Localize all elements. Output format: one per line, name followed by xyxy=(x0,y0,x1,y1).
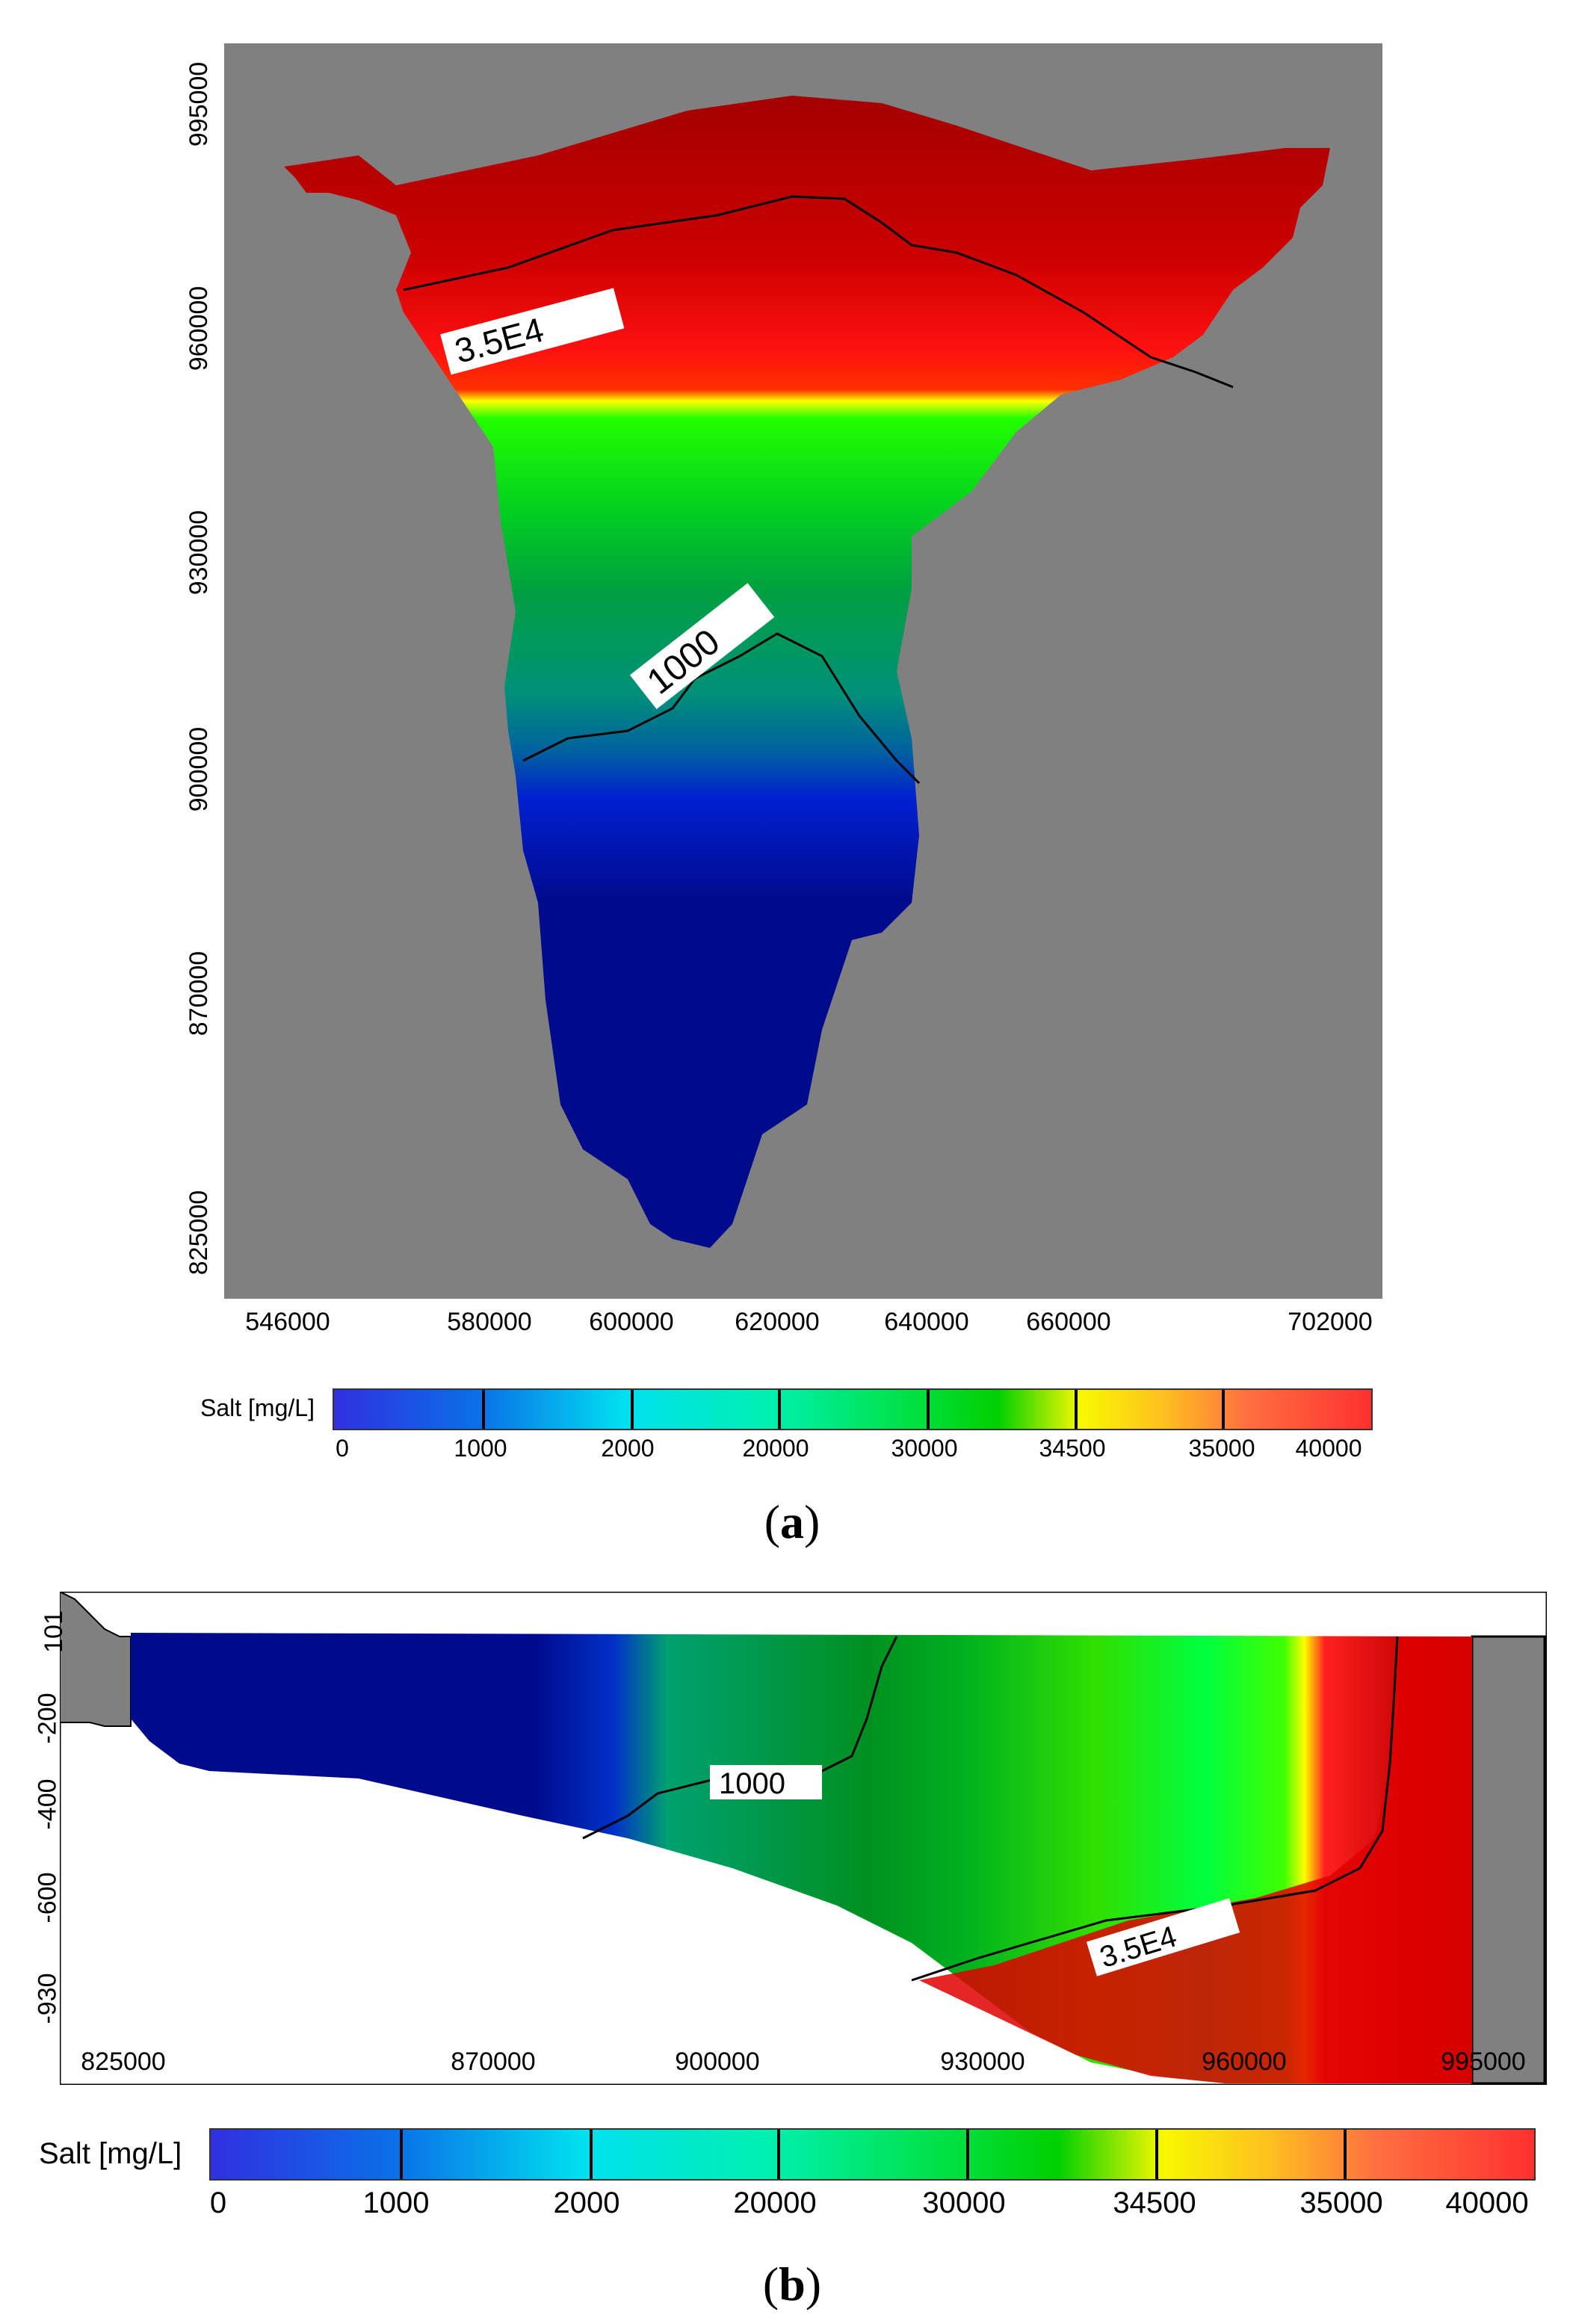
panel-a-x-tick: 600000 xyxy=(589,1308,674,1336)
panel-a-y-tick: 930000 xyxy=(185,510,214,596)
panel-b-legend-tick: 34500 xyxy=(1113,2187,1196,2219)
panel-b-right-inactive xyxy=(1471,1635,1546,2085)
panel-b-legend-tick: 35000 xyxy=(1299,2187,1383,2219)
panel-b-x-tick: 960000 xyxy=(1202,2048,1287,2076)
panel-a-y-tick: 960000 xyxy=(185,285,214,371)
panel-a-label: (a) xyxy=(764,1495,820,1548)
panel-b-legend-tick: 1000 xyxy=(362,2187,430,2219)
panel-a-legend-tick: 0 xyxy=(336,1435,349,1462)
panel-b-x-tick: 930000 xyxy=(940,2048,1025,2076)
panel-b-x-tick: 900000 xyxy=(675,2048,760,2076)
panel-a-contour-35000 xyxy=(403,195,1234,389)
panel-a-legend-tick: 34500 xyxy=(1039,1435,1106,1462)
panel-b-y-tick: -930 xyxy=(33,1973,62,2024)
panel-b: 1000 3.5E4 101 -200 -400 -600 -930 82500… xyxy=(0,1569,1570,2324)
panel-a-y-tick: 995000 xyxy=(185,61,214,147)
panel-b-legend-bar xyxy=(209,2128,1536,2181)
panel-a: 3.5E4 1000 546000 580000 600000 620000 6… xyxy=(185,43,1382,1548)
panel-b-y-tick: -200 xyxy=(33,1693,62,1744)
panel-a-legend-bar xyxy=(333,1388,1373,1430)
panel-a-map: 3.5E4 1000 xyxy=(224,43,1382,1299)
panel-b-legend-tick: 40000 xyxy=(1445,2187,1529,2219)
panel-b-legend-tick: 2000 xyxy=(553,2187,620,2219)
panel-b-x-tick: 870000 xyxy=(451,2048,536,2076)
panel-a-legend-tick: 30000 xyxy=(891,1435,958,1462)
panel-a-x-tick: 702000 xyxy=(1288,1308,1373,1336)
panel-b-saline-wedge xyxy=(919,1637,1472,2083)
panel-b-contour-label-1000-box: 1000 xyxy=(710,1765,822,1800)
panel-a-y-tick: 900000 xyxy=(185,726,214,812)
panel-b-y-tick: 101 xyxy=(39,1610,68,1653)
panel-b-contour-label-1000: 1000 xyxy=(719,1767,785,1800)
panel-b-x-tick: 995000 xyxy=(1441,2048,1526,2076)
panel-b-legend-tick: 20000 xyxy=(733,2187,817,2219)
panel-a-legend-tick: 2000 xyxy=(601,1435,655,1462)
panel-a-x-tick: 640000 xyxy=(884,1308,969,1336)
panel-a-domain xyxy=(284,96,1330,1248)
panel-b-legend-tick: 0 xyxy=(209,2187,227,2219)
panel-a-legend-tick: 20000 xyxy=(742,1435,809,1462)
panel-a-legend-tick: 40000 xyxy=(1295,1435,1362,1462)
panel-a-y-tick: 825000 xyxy=(185,1190,214,1276)
panel-b-section: 1000 3.5E4 xyxy=(60,1592,1547,2085)
panel-a-x-tick: 620000 xyxy=(735,1308,820,1336)
panel-b-y-tick: -600 xyxy=(33,1872,62,1923)
panel-b-y-tick: -400 xyxy=(33,1778,62,1830)
panel-a-y-tick: 870000 xyxy=(185,951,214,1036)
panel-a-x-tick: 546000 xyxy=(245,1308,330,1336)
panel-b-legend-title: Salt [mg/L] xyxy=(39,2137,182,2170)
panel-a-x-tick: 580000 xyxy=(447,1308,532,1336)
panel-a-x-tick: 660000 xyxy=(1026,1308,1111,1336)
panel-b-legend-tick: 30000 xyxy=(922,2187,1006,2219)
panel-a-legend-title: Salt [mg/L] xyxy=(200,1394,315,1421)
panel-b-x-tick: 825000 xyxy=(81,2048,166,2076)
panel-a-legend-tick: 1000 xyxy=(454,1435,507,1462)
panel-a-legend-tick: 35000 xyxy=(1188,1435,1255,1462)
panel-a-contour-1000 xyxy=(522,632,921,785)
panel-b-contour-35000 xyxy=(911,1636,1399,1982)
panel-b-label: (b) xyxy=(762,2257,822,2311)
